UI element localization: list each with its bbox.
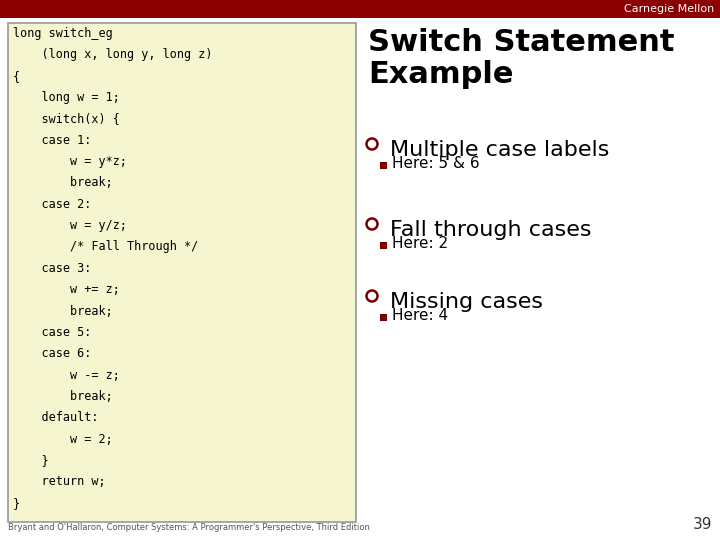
Text: Here: 5 & 6: Here: 5 & 6: [392, 157, 480, 172]
Text: {: {: [13, 70, 20, 83]
Text: w = y/z;: w = y/z;: [13, 219, 127, 232]
Text: }: }: [13, 454, 49, 467]
Text: Here: 4: Here: 4: [392, 308, 448, 323]
Circle shape: [366, 219, 377, 230]
Circle shape: [366, 138, 377, 150]
Text: long w = 1;: long w = 1;: [13, 91, 120, 104]
Bar: [380, 241, 387, 248]
Text: (long x, long y, long z): (long x, long y, long z): [13, 49, 212, 62]
Text: default:: default:: [13, 411, 99, 424]
Text: w = 2;: w = 2;: [13, 433, 113, 446]
Text: Multiple case labels: Multiple case labels: [390, 140, 609, 160]
Text: /* Fall Through */: /* Fall Through */: [13, 240, 198, 253]
Text: return w;: return w;: [13, 475, 106, 488]
Text: Fall through cases: Fall through cases: [390, 220, 592, 240]
Text: case 6:: case 6:: [13, 347, 91, 360]
FancyBboxPatch shape: [8, 23, 356, 522]
Text: switch(x) {: switch(x) {: [13, 112, 120, 125]
Text: case 3:: case 3:: [13, 262, 91, 275]
Circle shape: [366, 291, 377, 301]
Text: Carnegie Mellon: Carnegie Mellon: [624, 4, 714, 14]
Text: break;: break;: [13, 177, 113, 190]
Text: w -= z;: w -= z;: [13, 369, 120, 382]
Text: Missing cases: Missing cases: [390, 292, 543, 312]
Text: w += z;: w += z;: [13, 283, 120, 296]
Bar: [380, 161, 387, 168]
Text: case 2:: case 2:: [13, 198, 91, 211]
Text: long switch_eg: long switch_eg: [13, 27, 113, 40]
Text: break;: break;: [13, 390, 113, 403]
Text: Switch Statement
Example: Switch Statement Example: [368, 28, 675, 90]
Text: break;: break;: [13, 305, 113, 318]
Bar: [0, 0, 720, 18]
Text: case 1:: case 1:: [13, 134, 91, 147]
Text: case 5:: case 5:: [13, 326, 91, 339]
Text: Bryant and O'Hallaron, Computer Systems: A Programmer's Perspective, Third Editi: Bryant and O'Hallaron, Computer Systems:…: [8, 523, 370, 532]
Text: 39: 39: [693, 517, 712, 532]
Text: w = y*z;: w = y*z;: [13, 155, 127, 168]
Text: Here: 2: Here: 2: [392, 237, 448, 252]
Text: }: }: [13, 497, 20, 510]
Bar: [380, 314, 387, 321]
